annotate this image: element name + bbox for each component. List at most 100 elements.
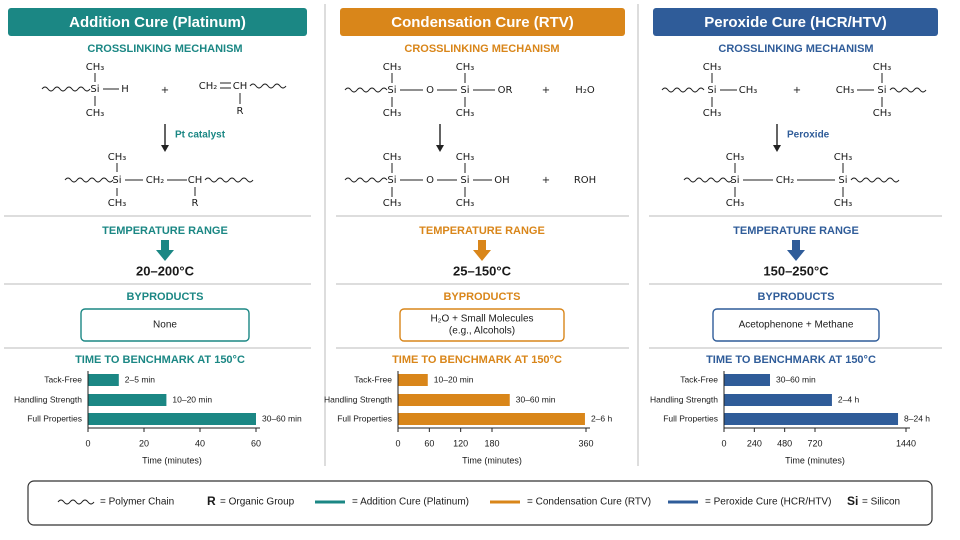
category-label: Handling Strength [650, 394, 718, 404]
temperature-arrow [473, 240, 491, 261]
reaction-arrowhead [436, 145, 444, 152]
reaction-condition: Pt catalyst [175, 130, 226, 141]
atom-label: CH₃ [383, 198, 402, 209]
section-label: CROSSLINKING MECHANISM [87, 43, 242, 55]
byproducts-box [399, 308, 565, 342]
category-label: Handling Strength [324, 394, 392, 404]
atom-label: + [161, 85, 169, 96]
atom-label: CH₃ [456, 62, 475, 73]
polymer-chain [64, 177, 114, 183]
x-tick-label: 240 [747, 438, 762, 448]
temperature-value: 150–250°C [763, 263, 829, 278]
bar-note: 30–60 min [516, 394, 556, 404]
atom-label: Si [387, 175, 396, 186]
x-tick-label: 180 [484, 438, 499, 448]
x-tick-label: 20 [139, 438, 149, 448]
bar [398, 374, 428, 386]
atom-label: CH₃ [873, 62, 892, 73]
section-label: CROSSLINKING MECHANISM [404, 43, 559, 55]
bar [724, 394, 832, 406]
atom-label: CH [188, 175, 203, 186]
byproducts-text: None [153, 320, 177, 331]
atom-label: H₂O [575, 85, 595, 96]
section-label: TEMPERATURE RANGE [419, 225, 545, 237]
atom-label: R [192, 198, 199, 209]
x-axis-label: Time (minutes) [142, 455, 202, 465]
section-label: BYPRODUCTS [126, 291, 203, 303]
atom-label: Si [730, 175, 739, 186]
category-label: Handling Strength [14, 394, 82, 404]
atom-label: ROH [574, 175, 596, 186]
atom-label: Si [877, 85, 886, 96]
atom-label: Si [460, 175, 469, 186]
atom-label: CH₂ [199, 81, 218, 92]
polymer-chain [57, 499, 95, 505]
x-tick-label: 120 [453, 438, 468, 448]
atom-label: CH₃ [383, 108, 402, 119]
panel-header [8, 8, 307, 36]
reaction-arrowhead [161, 145, 169, 152]
x-tick-label: 1440 [896, 438, 916, 448]
x-tick-label: 0 [85, 438, 90, 448]
bar [88, 374, 119, 386]
atom-label: CH₃ [108, 152, 127, 163]
category-label: Tack-Free [44, 374, 82, 384]
bar [398, 394, 510, 406]
atom-label: CH₃ [86, 62, 105, 73]
polymer-chain [850, 177, 900, 183]
atom-label: CH₃ [456, 152, 475, 163]
atom-label: CH₃ [86, 108, 105, 119]
legend-label: = Addition Cure (Platinum) [352, 497, 469, 508]
x-tick-label: 0 [395, 438, 400, 448]
chart-title: TIME TO BENCHMARK AT 150°C [392, 354, 562, 366]
polymer-chain [41, 86, 91, 92]
polymer-chain [889, 87, 927, 93]
category-label: Full Properties [337, 413, 392, 423]
atom-label: O [426, 175, 434, 186]
section-label: BYPRODUCTS [443, 291, 520, 303]
panel-title: Condensation Cure (RTV) [391, 14, 574, 31]
section-label: TEMPERATURE RANGE [733, 225, 859, 237]
atom-label: CH₃ [456, 198, 475, 209]
legend-label: = Silicon [862, 497, 900, 508]
byproducts-text: H₂O + Small Molecules [430, 314, 533, 325]
section-label: TEMPERATURE RANGE [102, 225, 228, 237]
atom-label: Si [112, 175, 121, 186]
atom-label: + [793, 85, 801, 96]
bar [724, 413, 899, 425]
category-label: Full Properties [27, 413, 82, 423]
bar [398, 413, 585, 425]
polymer-chain [249, 83, 287, 89]
x-tick-label: 40 [195, 438, 205, 448]
category-label: Full Properties [663, 413, 718, 423]
atom-label: CH₃ [383, 152, 402, 163]
atom-label: Si [707, 85, 716, 96]
x-tick-label: 720 [807, 438, 822, 448]
temperature-value: 20–200°C [136, 263, 195, 278]
chart-title: TIME TO BENCHMARK AT 150°C [706, 354, 876, 366]
byproducts-box [80, 308, 250, 342]
atom-label: CH₃ [703, 62, 722, 73]
reaction-arrowhead [773, 145, 781, 152]
panel-title: Addition Cure (Platinum) [69, 14, 246, 31]
atom-label: O [426, 85, 434, 96]
atom-label: CH₃ [703, 108, 722, 119]
bar-note: 2–6 h [591, 413, 613, 423]
atom-label: CH₃ [726, 198, 745, 209]
bar [724, 374, 771, 386]
x-axis-label: Time (minutes) [462, 455, 522, 465]
atom-label: CH₃ [739, 85, 758, 96]
atom-label: R [237, 106, 244, 117]
x-tick-label: 360 [578, 438, 593, 448]
atom-label: CH₃ [873, 108, 892, 119]
temperature-arrow [156, 240, 174, 261]
atom-label: + [542, 175, 550, 186]
bar-note: 2–5 min [125, 374, 156, 384]
x-axis-label: Time (minutes) [785, 455, 845, 465]
atom-label: OH [494, 175, 509, 186]
x-tick-label: 60 [251, 438, 261, 448]
x-tick-label: 0 [721, 438, 726, 448]
reaction-condition: Peroxide [787, 130, 830, 141]
category-label: Tack-Free [354, 374, 392, 384]
